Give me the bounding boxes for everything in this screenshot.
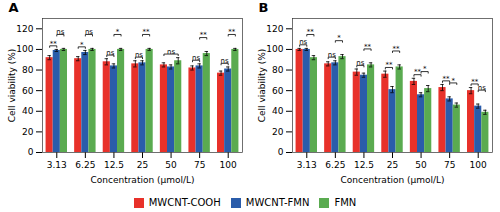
svg-text:*: * <box>80 41 84 49</box>
svg-text:**: ** <box>228 28 236 36</box>
svg-text:6.25: 6.25 <box>325 160 345 170</box>
svg-text:50: 50 <box>165 160 177 170</box>
svg-text:100: 100 <box>16 44 33 54</box>
svg-text:Cell viability (%): Cell viability (%) <box>257 49 267 123</box>
svg-text:0: 0 <box>28 147 34 157</box>
svg-text:**: ** <box>443 75 451 83</box>
svg-text:100: 100 <box>220 160 237 170</box>
html-text:MWCNT-FMN: MWCNT-FMN <box>245 197 310 208</box>
svg-text:*: * <box>451 77 455 85</box>
svg-text:ns: ns <box>356 59 364 67</box>
svg-text:20: 20 <box>22 127 34 137</box>
svg-text:*: * <box>337 34 341 42</box>
svg-text:12.5: 12.5 <box>104 160 124 170</box>
svg-text:100: 100 <box>470 160 487 170</box>
svg-text:60: 60 <box>22 86 34 96</box>
svg-text:ns: ns <box>56 28 64 36</box>
html-text:FMN: FMN <box>334 197 357 208</box>
svg-text:B: B <box>259 0 269 15</box>
svg-text:3.13: 3.13 <box>297 160 317 170</box>
svg-text:80: 80 <box>272 65 284 75</box>
svg-text:**: ** <box>385 61 393 69</box>
svg-text:**: ** <box>50 40 58 48</box>
svg-text:20: 20 <box>272 127 284 137</box>
svg-text:**: ** <box>143 28 151 36</box>
svg-text:75: 75 <box>444 160 455 170</box>
svg-text:ns: ns <box>167 48 175 56</box>
svg-text:6.25: 6.25 <box>75 160 95 170</box>
svg-text:ns: ns <box>299 38 307 46</box>
html-text:MWCNT-COOH: MWCNT-COOH <box>148 197 221 208</box>
svg-text:120: 120 <box>16 24 33 34</box>
svg-text:75: 75 <box>194 160 205 170</box>
svg-text:ns: ns <box>85 28 93 36</box>
svg-text:100: 100 <box>266 44 283 54</box>
svg-text:Cell viability (%): Cell viability (%) <box>7 49 17 123</box>
svg-text:ns: ns <box>478 84 486 92</box>
svg-text:3.13: 3.13 <box>47 160 67 170</box>
svg-text:40: 40 <box>272 106 284 116</box>
svg-text:**: ** <box>200 31 208 39</box>
svg-text:40: 40 <box>22 106 34 116</box>
svg-text:**: ** <box>414 68 422 76</box>
svg-text:ns: ns <box>328 51 336 59</box>
svg-text:**: ** <box>364 43 372 51</box>
svg-text:120: 120 <box>266 24 283 34</box>
svg-text:Concentration (μmol/L): Concentration (μmol/L) <box>340 175 444 185</box>
svg-text:80: 80 <box>22 65 34 75</box>
svg-text:**: ** <box>307 28 315 36</box>
svg-text:*: * <box>423 65 427 73</box>
svg-text:ns: ns <box>135 51 143 59</box>
svg-text:25: 25 <box>137 160 148 170</box>
svg-text:ns: ns <box>221 57 229 65</box>
svg-text:0: 0 <box>278 147 284 157</box>
svg-text:*: * <box>116 28 120 36</box>
svg-text:12.5: 12.5 <box>354 160 374 170</box>
svg-text:50: 50 <box>415 160 427 170</box>
svg-text:Concentration (μmol/L): Concentration (μmol/L) <box>90 175 194 185</box>
svg-text:ns: ns <box>192 54 200 62</box>
svg-text:25: 25 <box>387 160 398 170</box>
svg-text:ns: ns <box>106 49 114 57</box>
svg-text:60: 60 <box>272 86 284 96</box>
svg-text:A: A <box>9 0 19 15</box>
svg-text:**: ** <box>393 45 401 53</box>
